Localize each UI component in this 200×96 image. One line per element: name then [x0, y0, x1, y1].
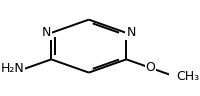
Text: O: O: [146, 61, 155, 74]
Text: N: N: [126, 26, 136, 39]
Text: N: N: [42, 26, 51, 39]
Text: CH₃: CH₃: [176, 70, 199, 83]
Text: H₂N: H₂N: [1, 62, 24, 75]
